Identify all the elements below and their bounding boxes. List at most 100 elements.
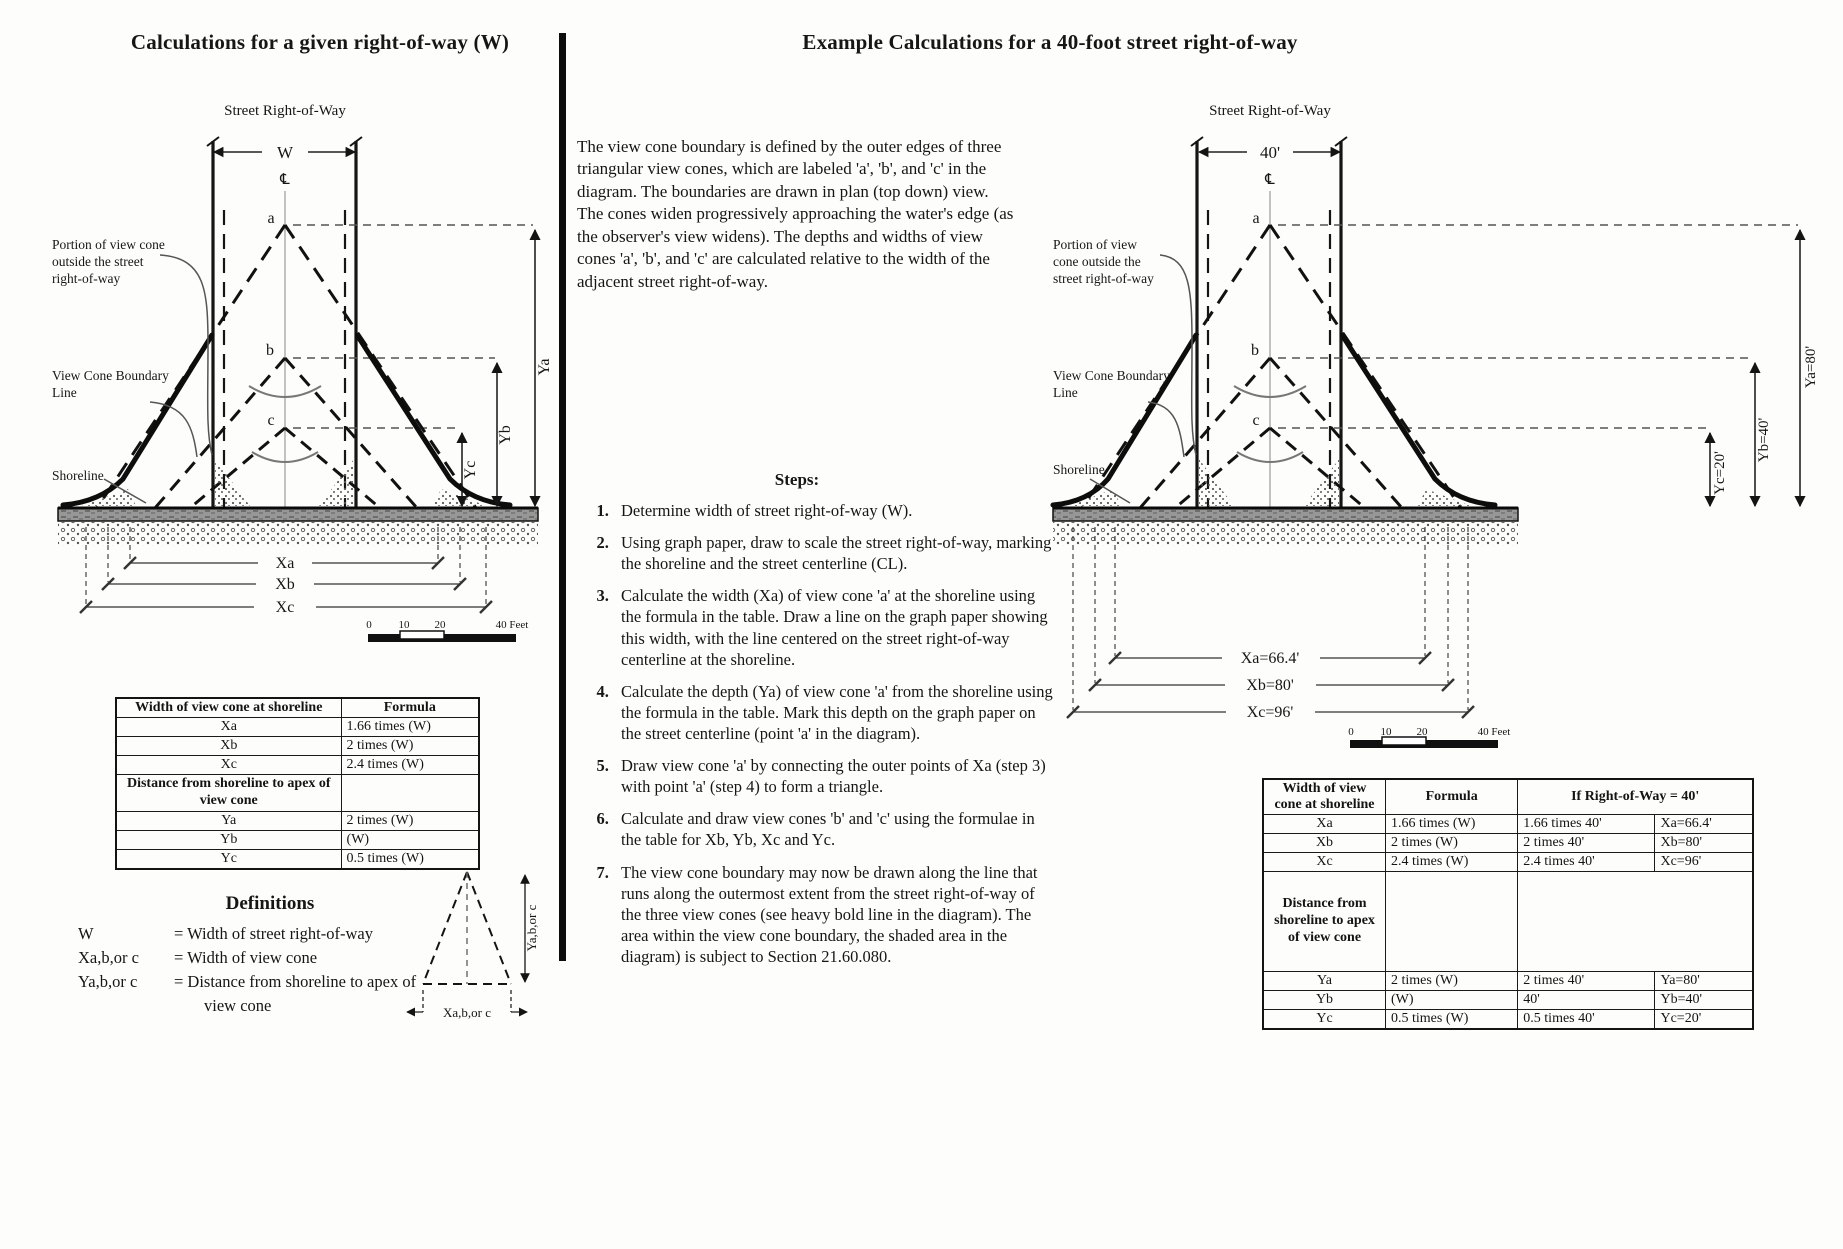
- table-row: Yb (W): [115, 829, 480, 850]
- right-shoreline-label: Shoreline: [1053, 462, 1105, 477]
- table-row: Xb 2 times (W): [115, 736, 480, 757]
- step-item: Calculate the depth (Ya) of view cone 'a…: [613, 681, 1058, 744]
- table-row: Xc 2.4 times (W): [115, 755, 480, 776]
- mini-y-label: Ya,b,or c: [524, 904, 539, 951]
- right-example-table: Width of view cone at shoreline Formula …: [1262, 778, 1754, 1031]
- step-item: Determine width of street right-of-way (…: [613, 500, 1058, 521]
- centerline-symbol: ℄: [1264, 170, 1275, 188]
- col-header: Formula: [1384, 778, 1519, 816]
- step-item: The view cone boundary may now be drawn …: [613, 862, 1058, 968]
- right-boundary-label: View Cone Boundary Line: [1053, 368, 1170, 400]
- street-row-label: Street Right-of-Way: [1209, 103, 1331, 119]
- centerline-symbol: ℄: [279, 170, 290, 188]
- table-row: Xc 2.4 times (W) 2.4 times 40' Xc=96': [1262, 852, 1754, 873]
- apex-c-label: c: [267, 412, 274, 429]
- street-row-label-group: Street Right-of-Way W ℄: [212, 103, 357, 188]
- width-dimensions: [1066, 527, 1475, 719]
- yb-dimension-label: Yb: [497, 425, 514, 445]
- mini-x-label: Xa,b,or c: [443, 1005, 491, 1020]
- steps-heading: Steps:: [774, 470, 820, 489]
- yc-dimension-label: Yc=20': [1712, 451, 1728, 495]
- definition-item: Xa,b,or c = Width of view cone: [78, 947, 318, 967]
- col-header: Width of view cone at shoreline: [1262, 778, 1386, 816]
- intro-paragraph: The view cone boundary is defined by the…: [577, 137, 1014, 291]
- column-divider: [559, 33, 566, 961]
- step-item: Calculate the width (Xa) of view cone 'a…: [613, 585, 1058, 669]
- right-diagram: Street Right-of-Way 40' ℄: [1050, 103, 1819, 748]
- apex-b-label: b: [266, 342, 274, 359]
- shaded-view-areas: [1070, 459, 1471, 506]
- xc-dimension-label: Xc: [276, 599, 295, 616]
- left-shoreline-label: Shoreline: [52, 468, 104, 483]
- xc-dimension-label: Xc=96': [1247, 704, 1294, 721]
- apex-c-label: c: [1252, 412, 1259, 429]
- left-title: Calculations for a given right-of-way (W…: [130, 30, 510, 54]
- svg-text:20: 20: [1417, 726, 1429, 738]
- right-title: Example Calculations for a 40-foot stree…: [802, 30, 1298, 54]
- steps-list: Determine width of street right-of-way (…: [581, 500, 1058, 978]
- table-row: Xb 2 times (W) 2 times 40' Xb=80': [1262, 833, 1754, 854]
- table-row: Xa 1.66 times (W): [115, 717, 480, 738]
- cone-b-arc: [248, 385, 322, 398]
- step-item: Using graph paper, draw to scale the str…: [613, 532, 1058, 574]
- yc-dimension-label: Yc: [462, 461, 479, 480]
- yb-dimension-label: Yb=40': [1756, 417, 1772, 462]
- street-row-label-group: Street Right-of-Way 40' ℄: [1197, 103, 1342, 188]
- table-section-row: Distance from shoreline to apex of view …: [115, 774, 480, 812]
- right-of-way-lines: [206, 136, 363, 508]
- step-item: Calculate and draw view cones 'b' and 'c…: [613, 808, 1058, 850]
- right-portion-label: Portion of view cone outside the street …: [1053, 237, 1154, 286]
- definitions-list: W = Width of street right-of-way Xa,b,or …: [78, 922, 438, 1018]
- svg-text:40 Feet: 40 Feet: [496, 619, 529, 631]
- apex-a-label: a: [1252, 210, 1259, 227]
- view-cone-b: [1138, 357, 1404, 509]
- svg-text:20: 20: [435, 619, 447, 631]
- left-formula-table: Width of view cone at shoreline Formula X…: [115, 697, 480, 870]
- left-diagram: Street Right-of-Way W ℄: [57, 103, 553, 642]
- street-row-label: Street Right-of-Way: [224, 103, 346, 119]
- svg-text:10: 10: [399, 619, 411, 631]
- step-item: Draw view cone 'a' by connecting the out…: [613, 755, 1058, 797]
- definitions-heading: Definitions: [225, 893, 315, 914]
- svg-text:10: 10: [1381, 726, 1393, 738]
- definition-item: Ya,b,or c = Distance from shoreline to ap…: [78, 971, 417, 1015]
- xb-dimension-label: Xb=80': [1246, 677, 1294, 694]
- xa-dimension-label: Xa=66.4': [1241, 650, 1300, 667]
- svg-text:0: 0: [366, 619, 372, 631]
- table-row: Yc 0.5 times (W) 0.5 times 40' Yc=20': [1262, 1009, 1754, 1030]
- ya-dimension-label: Ya=80': [1803, 346, 1819, 388]
- table-row: Xa 1.66 times (W) 1.66 times 40' Xa=66.4…: [1262, 814, 1754, 835]
- left-boundary-label: View Cone Boundary Line: [52, 368, 169, 400]
- view-cone-boundary-line: [1050, 332, 1498, 508]
- leader-lines: [1089, 254, 1197, 504]
- width-dimensions: [79, 527, 493, 614]
- reference-lines: [1278, 224, 1798, 429]
- empty-cell: [1517, 871, 1754, 973]
- ya-dimension-label: Ya: [536, 358, 553, 375]
- left-portion-label: Portion of view cone outside the street …: [52, 237, 165, 286]
- shaded-view-areas: [82, 459, 487, 506]
- mini-width-dimension: [406, 990, 528, 1017]
- empty-cell: [1384, 871, 1519, 973]
- table-section-row: Distance from shoreline to apex of view …: [1262, 871, 1754, 973]
- leader-lines: [103, 254, 213, 504]
- scale-bar: 0 10 20 40 Feet: [366, 619, 528, 642]
- right-of-way-lines: [1190, 136, 1348, 508]
- reference-lines: [293, 224, 533, 429]
- row-width-label: 40': [1260, 143, 1280, 162]
- shoreline-band: [1052, 506, 1519, 546]
- cone-b-arc: [1233, 385, 1307, 398]
- xa-dimension-label: Xa: [276, 555, 295, 572]
- col-header: Width of view cone at shoreline: [115, 697, 342, 719]
- mini-cone: [422, 871, 512, 985]
- shoreline-band: [57, 506, 539, 546]
- col-header: If Right-of-Way = 40': [1517, 778, 1754, 816]
- svg-text:0: 0: [1348, 726, 1354, 738]
- definition-item: W = Width of street right-of-way: [78, 924, 373, 943]
- empty-cell: [340, 774, 480, 812]
- cone-c-arc: [1236, 451, 1304, 463]
- table-row: Ya 2 times (W): [115, 810, 480, 831]
- scale-bar: 0 10 20 40 Feet: [1348, 726, 1510, 748]
- svg-text:40 Feet: 40 Feet: [1478, 726, 1511, 738]
